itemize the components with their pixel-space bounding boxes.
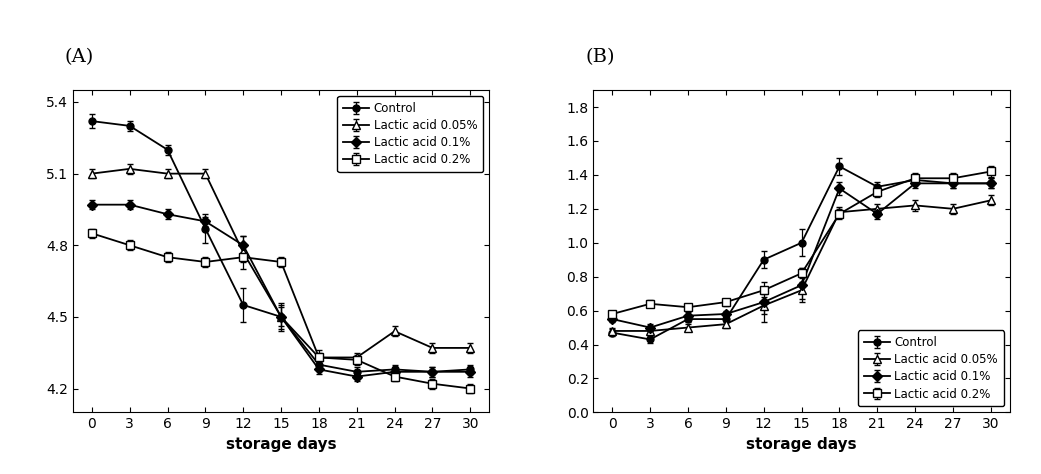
X-axis label: storage days: storage days [226,437,336,452]
Text: (A): (A) [65,48,94,66]
Legend: Control, Lactic acid 0.05%, Lactic acid 0.1%, Lactic acid 0.2%: Control, Lactic acid 0.05%, Lactic acid … [337,96,483,172]
X-axis label: storage days: storage days [746,437,857,452]
Text: (B): (B) [585,48,614,66]
Legend: Control, Lactic acid 0.05%, Lactic acid 0.1%, Lactic acid 0.2%: Control, Lactic acid 0.05%, Lactic acid … [858,330,1004,407]
